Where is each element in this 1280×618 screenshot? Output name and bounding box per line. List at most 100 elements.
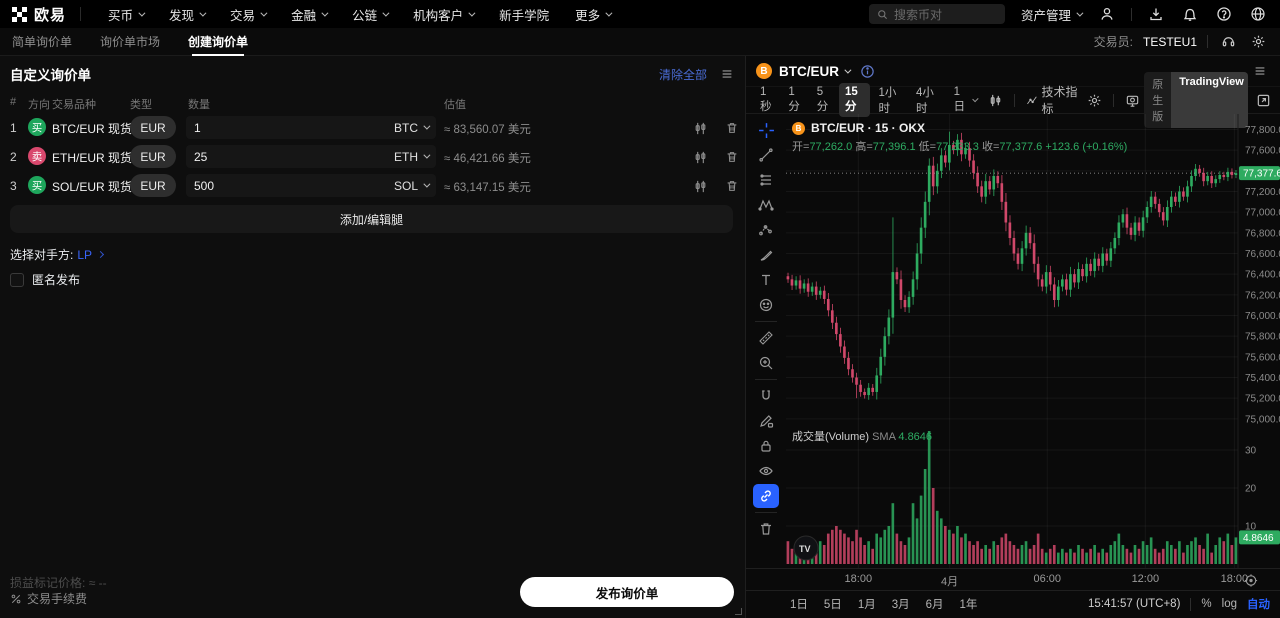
chart-style-candles-icon[interactable] [984,93,1007,108]
profile-icon[interactable] [1097,4,1117,24]
search-input[interactable]: 搜索币对 [868,4,1005,24]
log-scale-button[interactable]: log [1221,598,1237,610]
chart-menu-icon[interactable] [1250,61,1270,81]
pair-selector[interactable]: ETH/EUR 现货 [52,149,147,166]
measure-ruler-tool-icon[interactable] [753,326,779,350]
auto-scale-button[interactable]: 自动 [1247,599,1270,611]
quote-currency-button[interactable]: EUR [130,145,176,168]
tradingview-version-tab[interactable]: TradingView [1171,72,1248,128]
quantity-input[interactable] [194,149,394,164]
candlestick-chart[interactable]: 77,800.077,600.077,400.077,200.077,000.0… [786,114,1280,568]
panel-menu-icon[interactable] [717,64,737,84]
lock-drawings-icon[interactable] [753,434,779,458]
add-edit-leg-button[interactable]: 添加/编辑腿 [10,205,733,233]
range-6m[interactable]: 6月 [925,599,944,611]
tab-rfq-market[interactable]: 询价单市场 [100,35,161,49]
clear-all-button[interactable]: 清除全部 [658,67,707,82]
symbol-selector[interactable]: BTC/EUR [779,64,852,79]
btc-coin-icon: B [756,63,772,79]
publish-rfq-button[interactable]: 发布询价单 [520,577,734,607]
resize-handle[interactable] [735,608,742,615]
download-app-icon[interactable] [1146,4,1166,24]
nav-item-more[interactable]: 更多 [562,0,623,28]
view-chart-candles-icon[interactable] [690,118,710,138]
okx-logo[interactable]: 欧易 [12,4,66,25]
notifications-bell-icon[interactable] [1180,4,1200,24]
svg-text:77,200.0: 77,200.0 [1245,187,1280,198]
nav-item-academy[interactable]: 新手学院 [499,8,550,23]
anonymous-checkbox[interactable] [10,272,24,287]
quantity-input[interactable] [194,120,394,135]
trading-fee-link[interactable]: 交易手续费 [10,591,107,607]
rfq-builder-panel: 自定义询价单 清除全部 # 方向 交易品种 类型 数量 估值 1 买 BTC/E… [0,56,746,618]
delete-leg-trash-icon[interactable] [722,176,742,196]
screenshot-icon[interactable] [1121,93,1144,108]
nav-item-buy-crypto[interactable]: 买币 [95,0,156,28]
quote-currency-button[interactable]: EUR [130,116,176,139]
emoji-tool-icon[interactable] [753,293,779,317]
percent-scale-button[interactable]: % [1201,598,1212,610]
delete-leg-trash-icon[interactable] [722,118,742,138]
unit-selector[interactable]: SOL [394,179,431,193]
zoom-in-tool-icon[interactable] [753,351,779,375]
chart-settings-gear-icon[interactable] [1083,93,1106,108]
timeframe-1m[interactable]: 1分 [788,86,800,113]
nav-item-chain[interactable]: 公链 [339,0,400,28]
chart-legend-title: B BTC/EUR · 15 · OKX [792,121,925,135]
remove-drawings-trash-icon[interactable] [753,517,779,541]
indicators-button[interactable]: 技术指标 [1022,83,1084,117]
time-axis[interactable]: 18:00 4月 06:00 12:00 18:00 [746,568,1280,590]
nav-item-institutional[interactable]: 机构客户 [400,0,486,28]
timeframe-1d[interactable]: 1日 [948,83,982,117]
crosshair-tool-icon[interactable] [753,118,779,142]
forecast-tool-icon[interactable] [753,218,779,242]
drawing-mode-pencil-icon[interactable] [753,409,779,433]
timeframe-1h[interactable]: 1小时 [878,87,897,115]
nav-item-trade[interactable]: 交易 [217,0,278,28]
range-1m[interactable]: 1月 [857,599,876,611]
nav-item-discover[interactable]: 发现 [156,0,217,28]
view-chart-candles-icon[interactable] [690,176,710,196]
tab-create-rfq[interactable]: 创建询价单 [188,28,248,56]
symbol-info-icon[interactable] [857,61,877,81]
delete-leg-trash-icon[interactable] [722,147,742,167]
hide-drawings-eye-icon[interactable] [753,459,779,483]
nav-item-finance[interactable]: 金融 [278,0,339,28]
fib-lines-tool-icon[interactable] [753,168,779,192]
pair-selector[interactable]: SOL/EUR 现货 [52,178,147,195]
asset-management-menu[interactable]: 资产管理 [1019,0,1084,28]
timeframe-1s[interactable]: 1秒 [760,86,772,113]
fullscreen-expand-icon[interactable] [1256,90,1272,110]
native-version-tab[interactable]: 原生版 [1152,79,1164,123]
brush-tool-icon[interactable] [753,243,779,267]
xabcd-pattern-tool-icon[interactable] [753,193,779,217]
unit-selector[interactable]: ETH [394,150,431,164]
help-icon[interactable] [1214,4,1234,24]
price-axis[interactable]: 77,800.077,600.077,400.077,200.077,000.0… [1245,125,1280,533]
go-to-realtime-target-icon[interactable] [1244,573,1259,588]
support-headset-icon[interactable] [1218,32,1238,52]
range-1y[interactable]: 1年 [959,599,978,611]
counterparty-selector[interactable]: LP [77,248,105,262]
view-chart-candles-icon[interactable] [690,147,710,167]
magnet-tool-icon[interactable] [753,384,779,408]
svg-text:20: 20 [1245,484,1257,495]
trader-label: 交易员: [1093,35,1133,49]
timeframe-5m[interactable]: 5分 [816,86,829,113]
timeframe-15m[interactable]: 15分 [839,83,871,117]
unit-selector[interactable]: BTC [394,121,431,135]
tab-simple-rfq[interactable]: 简单询价单 [12,35,73,49]
trend-line-tool-icon[interactable] [753,143,779,167]
sync-link-tool-icon[interactable] [753,484,779,508]
pair-selector[interactable]: BTC/EUR 现货 [52,120,147,137]
chart-bottom-bar: 1日 5日 1月 3月 6月 1年 15:41:57 (UTC+8) % log… [746,590,1280,617]
range-3m[interactable]: 3月 [891,599,910,611]
language-globe-icon[interactable] [1248,4,1268,24]
settings-gear-icon[interactable] [1248,32,1268,52]
quantity-input[interactable] [194,178,394,193]
range-1d[interactable]: 1日 [790,599,808,611]
range-5d[interactable]: 5日 [823,599,842,611]
timeframe-4h[interactable]: 4小时 [916,87,934,115]
quote-currency-button[interactable]: EUR [130,174,176,197]
text-tool-icon[interactable] [753,268,779,292]
